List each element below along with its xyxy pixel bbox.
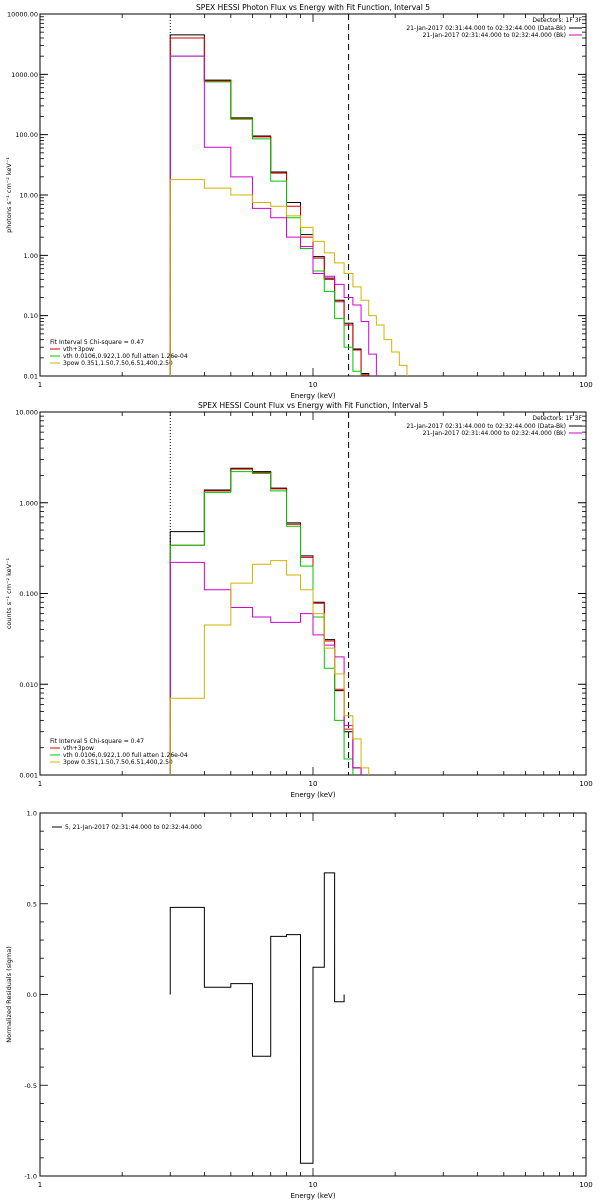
x-tick-label: 10 [309, 381, 318, 389]
x-tick-label: 1 [38, 1181, 42, 1189]
time-range-label: 21-Jan-2017 02:31:44.000 to 02:32:44.000… [406, 25, 566, 32]
chart-panel-2: 1 10 100 Energy (keV) 0.001 0.010 0.100 1.000 10… [5, 401, 593, 799]
y-tick-label: 0.5 [27, 900, 37, 908]
y-tick-label: 1.0 [27, 810, 37, 818]
x-tick-label: 1 [38, 381, 42, 389]
y-axis-label: counts s⁻¹ cm⁻² keV⁻¹ [5, 557, 13, 629]
series-total [169, 37, 370, 376]
x-tick-label: 100 [579, 780, 592, 788]
y-tick-label: 1.000 [19, 499, 38, 507]
x-axis-label: Energy (keV) [290, 392, 335, 400]
series-bkg [169, 561, 362, 775]
x-tick-label: 1 [38, 780, 42, 788]
y-tick-label: 0.001 [19, 772, 38, 780]
series-thermal [169, 471, 354, 775]
chart-panel-1: 1 10 100 Energy (keV) 0.01 0.10 1.00 10.00 100.0… [5, 3, 593, 400]
series-thermal [169, 55, 362, 376]
plot-frame [39, 13, 587, 377]
y-tick-label: 0.10 [24, 312, 38, 320]
residual-legend-label: 5, 21-Jan-2017 02:31:44.000 to 02:32:44.… [65, 824, 202, 831]
detectors-label: Detectors: 1F 3F [532, 17, 582, 24]
x-axis-label: Energy (keV) [290, 791, 335, 799]
fit-legend-label: vth 0.0106,0.922,1.00 full atten 1.26e-0… [63, 353, 188, 360]
time-range-label: 21-Jan-2017 02:31:44.000 to 02:32:44.000… [423, 32, 566, 39]
y-tick-label: 1000.00 [11, 71, 38, 79]
series-bkg [169, 55, 377, 376]
fit-legend-label: vth+3pow [63, 346, 94, 353]
x-axis-label: Energy (keV) [290, 1192, 335, 1200]
time-range-label: 21-Jan-2017 02:31:44.000 to 02:32:44.000… [406, 423, 566, 430]
fit-legend-label: vth 0.0106,0.922,1.00 full atten 1.26e-0… [63, 752, 188, 759]
detectors-label: Detectors: 1F 3F [532, 415, 582, 422]
series-power [169, 179, 408, 376]
fit-legend-label: 3pow 0.351,1.50,7.50,6.51,400,2.50 [63, 759, 173, 766]
y-tick-label: 0.0 [27, 991, 37, 999]
y-tick-label: 10.00 [19, 192, 38, 200]
time-range-label: 21-Jan-2017 02:31:44.000 to 02:32:44.000… [423, 430, 566, 437]
y-axis-label: photons s⁻¹ cm⁻² keV⁻¹ [5, 157, 13, 233]
x-tick-label: 100 [579, 381, 592, 389]
series-total [169, 468, 362, 775]
fit-legend-label: vth+3pow [63, 745, 94, 752]
y-axis-label: Normalized Residuals (sigma) [5, 946, 13, 1043]
y-tick-label: 10000.00 [7, 11, 38, 19]
x-tick-label: 10 [309, 780, 318, 788]
y-tick-label: 0.100 [19, 590, 38, 598]
fit-heading: Fit Interval 5 Chi-square = 0.47 [50, 738, 144, 745]
x-tick-label: 100 [579, 1181, 592, 1189]
y-tick-label: 0.01 [24, 373, 38, 381]
fit-heading: Fit Interval 5 Chi-square = 0.47 [50, 339, 144, 346]
chart-panel-3: 1 10 100 Energy (keV) -1.0 -0.5 0.0 0.5 1.0 Norma… [5, 810, 593, 1200]
chart-title: SPEX HESSI Photon Flux vs Energy with Fi… [196, 3, 430, 12]
y-tick-label: -1.0 [24, 1173, 37, 1181]
y-tick-label: 1.00 [24, 252, 38, 260]
chart-title: SPEX HESSI Count Flux vs Energy with Fit… [198, 401, 428, 410]
y-tick-label: 0.010 [19, 681, 38, 689]
fit-legend-label: 3pow 0.351,1.50,7.50,6.51,400,2.50 [63, 360, 173, 367]
series-data [169, 467, 362, 775]
y-tick-label: 10.000 [15, 409, 38, 417]
y-tick-label: 100.00 [15, 131, 38, 139]
x-tick-label: 10 [309, 1181, 318, 1189]
series-residuals [169, 872, 345, 1164]
y-tick-label: -0.5 [24, 1082, 37, 1090]
series-power [169, 560, 370, 775]
